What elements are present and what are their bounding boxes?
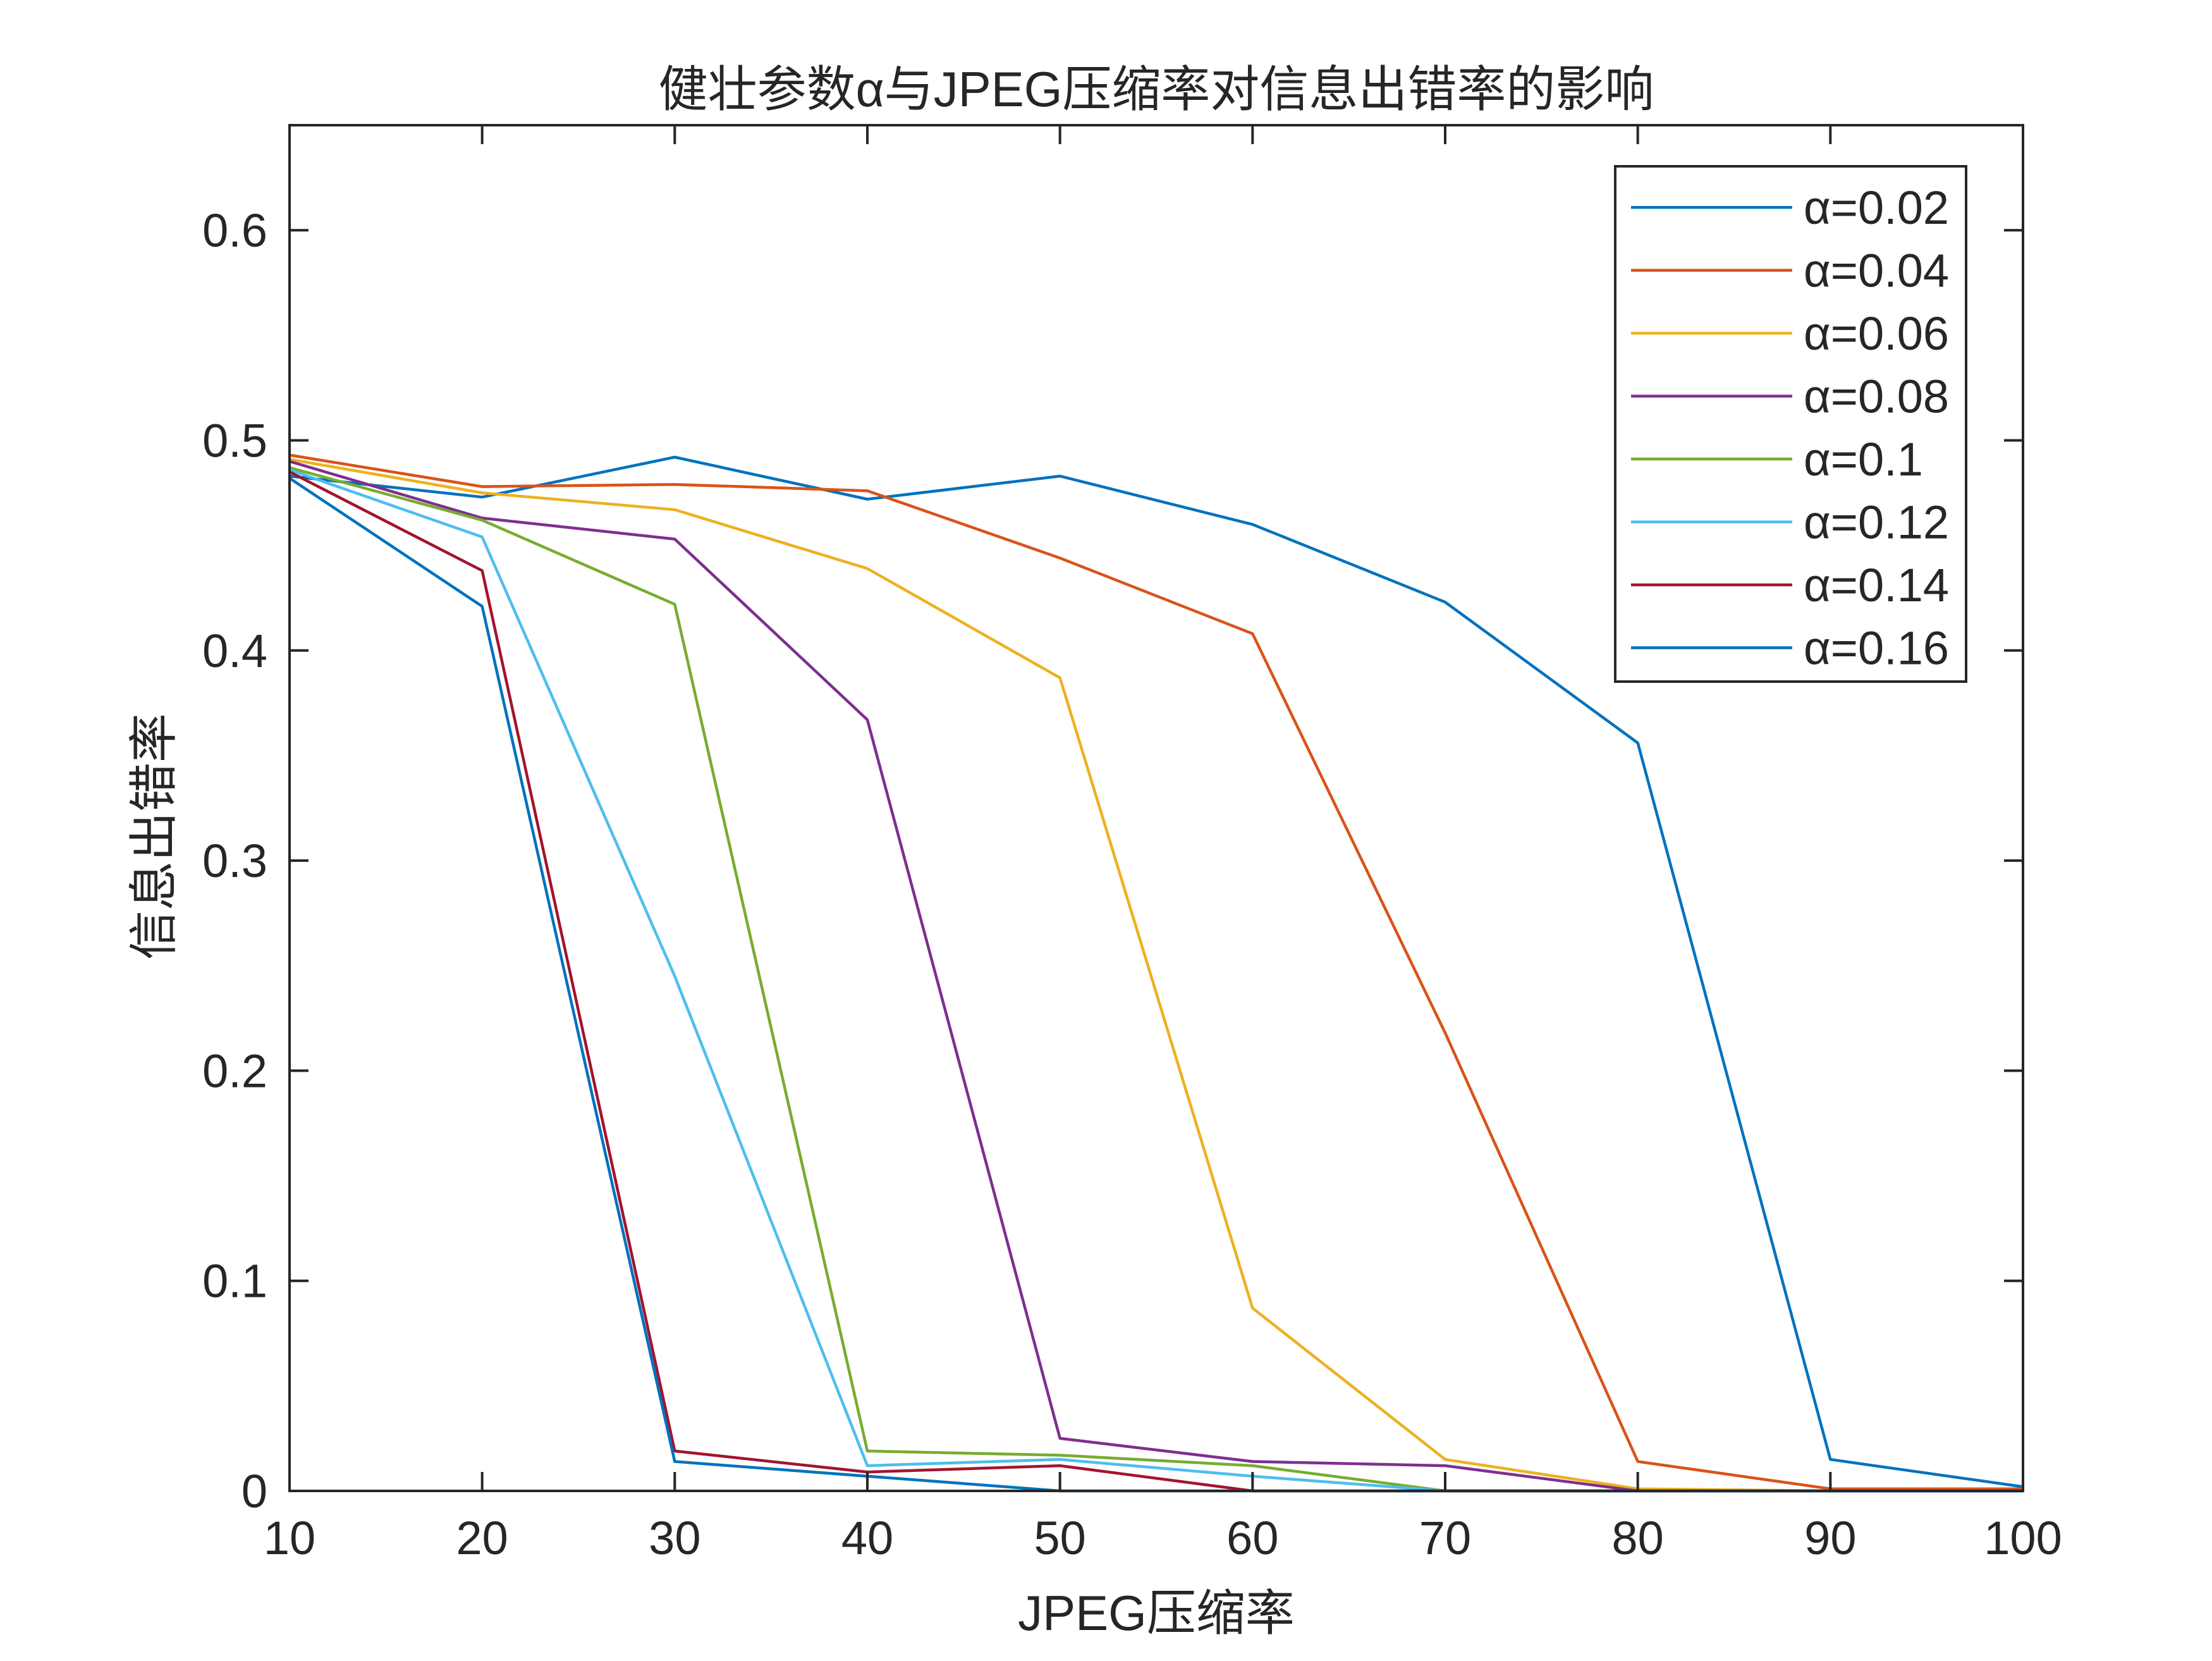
y-tick-label: 0 — [241, 1465, 267, 1517]
x-tick-label: 90 — [1804, 1512, 1856, 1564]
chart-title: 健壮参数α与JPEG压缩率对信息出错率的影响 — [659, 61, 1654, 117]
legend-label-3: α=0.06 — [1804, 307, 1949, 360]
y-tick-label: 0.6 — [202, 204, 267, 257]
x-tick-label: 10 — [264, 1512, 315, 1564]
legend-label-6: α=0.12 — [1804, 496, 1949, 549]
x-tick-label: 50 — [1034, 1512, 1086, 1564]
legend-label-1: α=0.02 — [1804, 181, 1949, 234]
y-tick-label: 0.1 — [202, 1255, 267, 1308]
x-tick-label: 70 — [1419, 1512, 1471, 1564]
series-line-1 — [289, 455, 2024, 1488]
legend-label-2: α=0.04 — [1804, 245, 1949, 297]
axes-box — [288, 124, 2024, 1492]
x-tick-label: 30 — [649, 1512, 700, 1564]
y-tick-label: 0.5 — [202, 414, 267, 467]
x-tick-label: 60 — [1226, 1512, 1278, 1564]
x-tick-label: 80 — [1612, 1512, 1664, 1564]
y-tick-label: 0.4 — [202, 625, 267, 677]
legend-box — [1614, 165, 1967, 683]
series-line-2 — [289, 453, 2023, 1490]
legend-label-5: α=0.1 — [1804, 433, 1923, 486]
y-tick-label: 0.2 — [202, 1045, 267, 1097]
legend-label-8: α=0.16 — [1804, 622, 1949, 675]
y-tick-label: 0.3 — [202, 835, 267, 887]
x-tick-label: 20 — [456, 1512, 508, 1564]
legend-label-4: α=0.08 — [1804, 371, 1949, 423]
x-tick-label: 40 — [841, 1512, 893, 1564]
x-tick-label: 100 — [1984, 1512, 2062, 1564]
plot-area: 10 20 30 40 50 60 70 80 90 100 0 0.1 0.2 0.3 0.4 0.5 0.6… — [202, 124, 2062, 1564]
y-axis-label: 信息出错率 — [126, 713, 181, 960]
legend-label-7: α=0.14 — [1804, 559, 1949, 611]
x-axis-label: JPEG压缩率 — [1018, 1585, 1295, 1641]
